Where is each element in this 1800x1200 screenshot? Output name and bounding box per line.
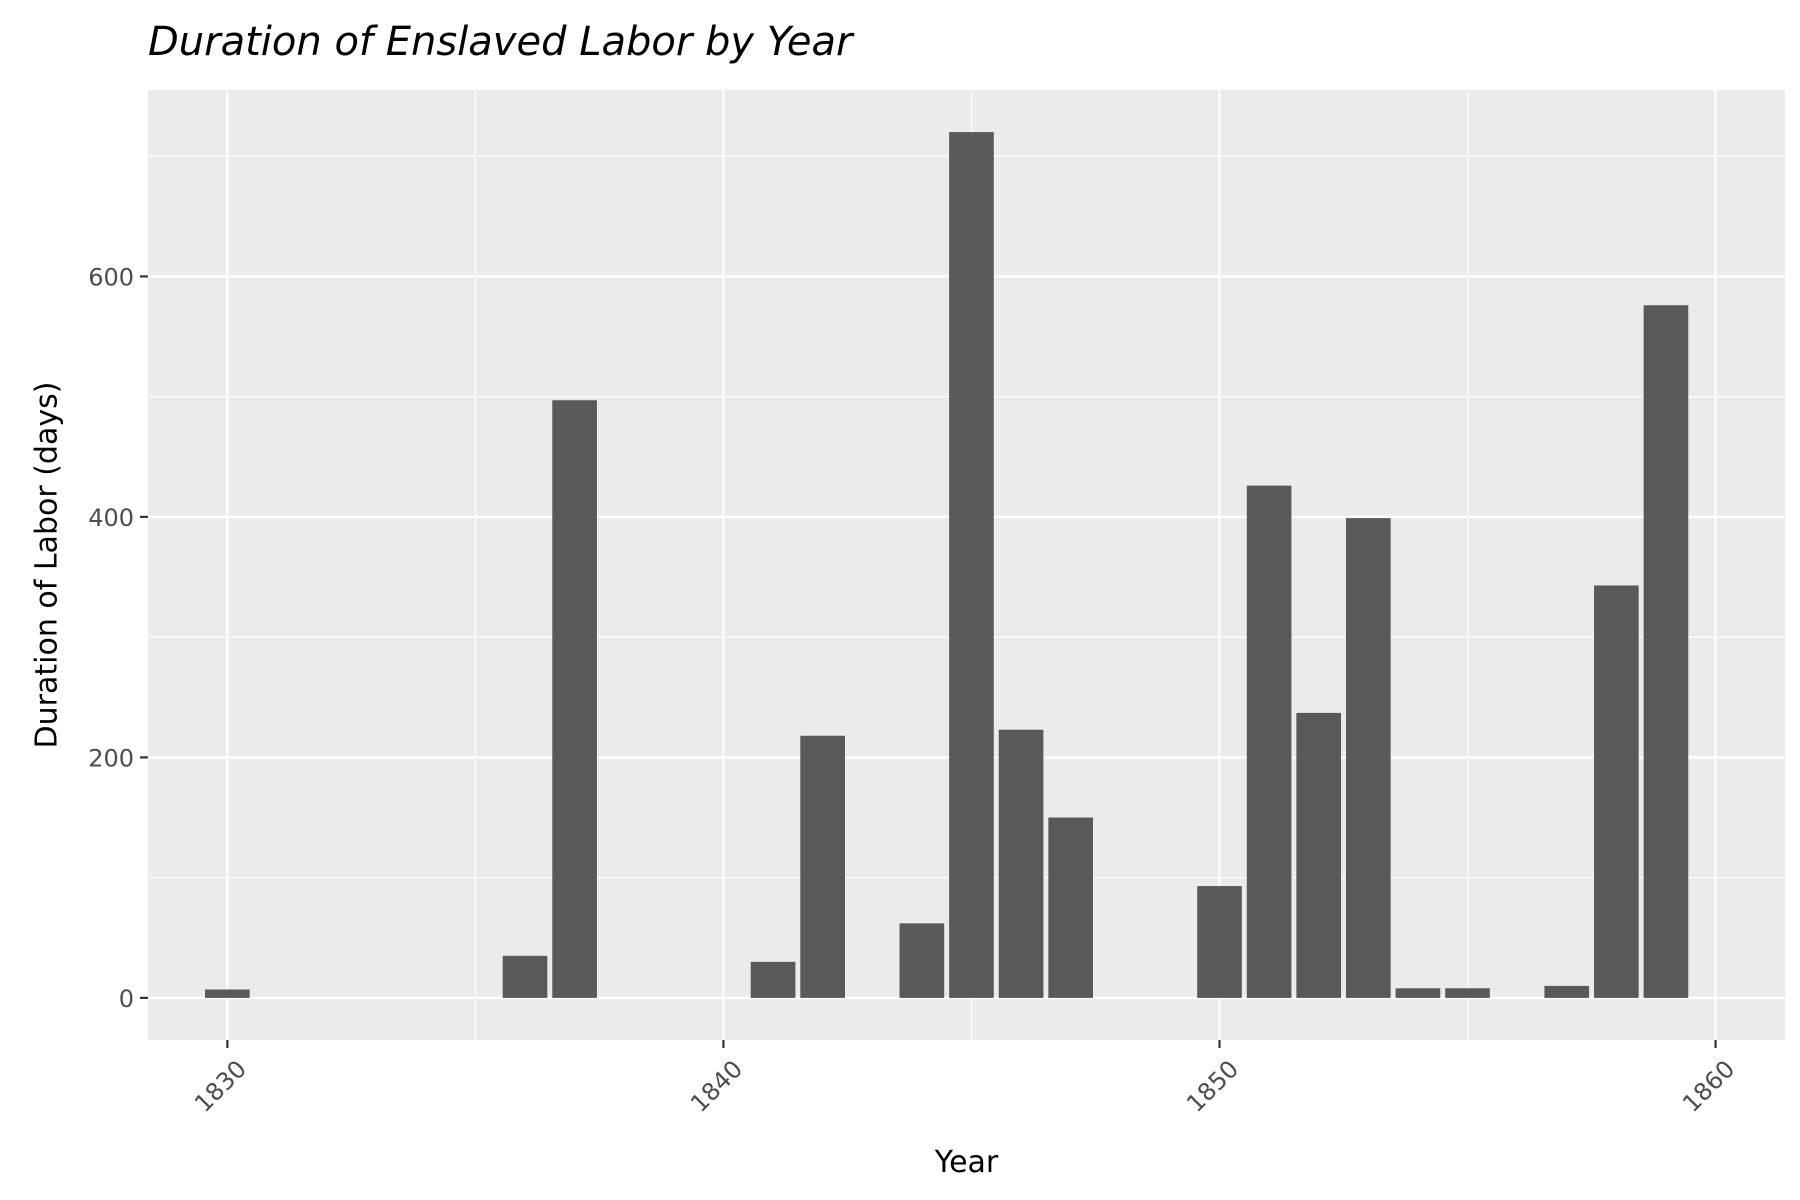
- y-tick-label: 0: [119, 985, 134, 1013]
- bar: [502, 955, 548, 998]
- x-axis: 1830 1840 1850 1860: [189, 1040, 1740, 1118]
- bar: [949, 132, 994, 998]
- x-tick-label: 1850: [1181, 1055, 1244, 1118]
- bar: [1197, 886, 1242, 998]
- bar: [1395, 988, 1441, 998]
- bar: [1345, 518, 1391, 998]
- bar: [750, 961, 796, 998]
- bar: [998, 729, 1044, 998]
- bar: [1048, 817, 1093, 998]
- x-axis-title: Year: [934, 1145, 999, 1180]
- bar: [1246, 485, 1292, 998]
- bar: [205, 989, 250, 998]
- bar: [1296, 712, 1342, 998]
- chart-title: Duration of Enslaved Labor by Year: [148, 19, 855, 65]
- bar: [899, 923, 945, 998]
- bar: [1544, 985, 1590, 998]
- bar: [1594, 585, 1639, 998]
- bar: [1445, 988, 1490, 998]
- y-axis-title: Duration of Labor (days): [30, 382, 65, 749]
- y-tick-label: 200: [88, 744, 134, 772]
- x-tick-label: 1830: [189, 1055, 252, 1118]
- x-tick-label: 1840: [685, 1055, 748, 1118]
- bar: [800, 735, 845, 998]
- x-tick-label: 1860: [1677, 1055, 1740, 1118]
- bar: [552, 400, 597, 998]
- y-axis: 0 200 400 600: [88, 263, 148, 1013]
- y-tick-label: 600: [88, 263, 134, 291]
- bar: [1643, 305, 1689, 998]
- bars: [205, 132, 1689, 998]
- y-tick-label: 400: [88, 504, 134, 532]
